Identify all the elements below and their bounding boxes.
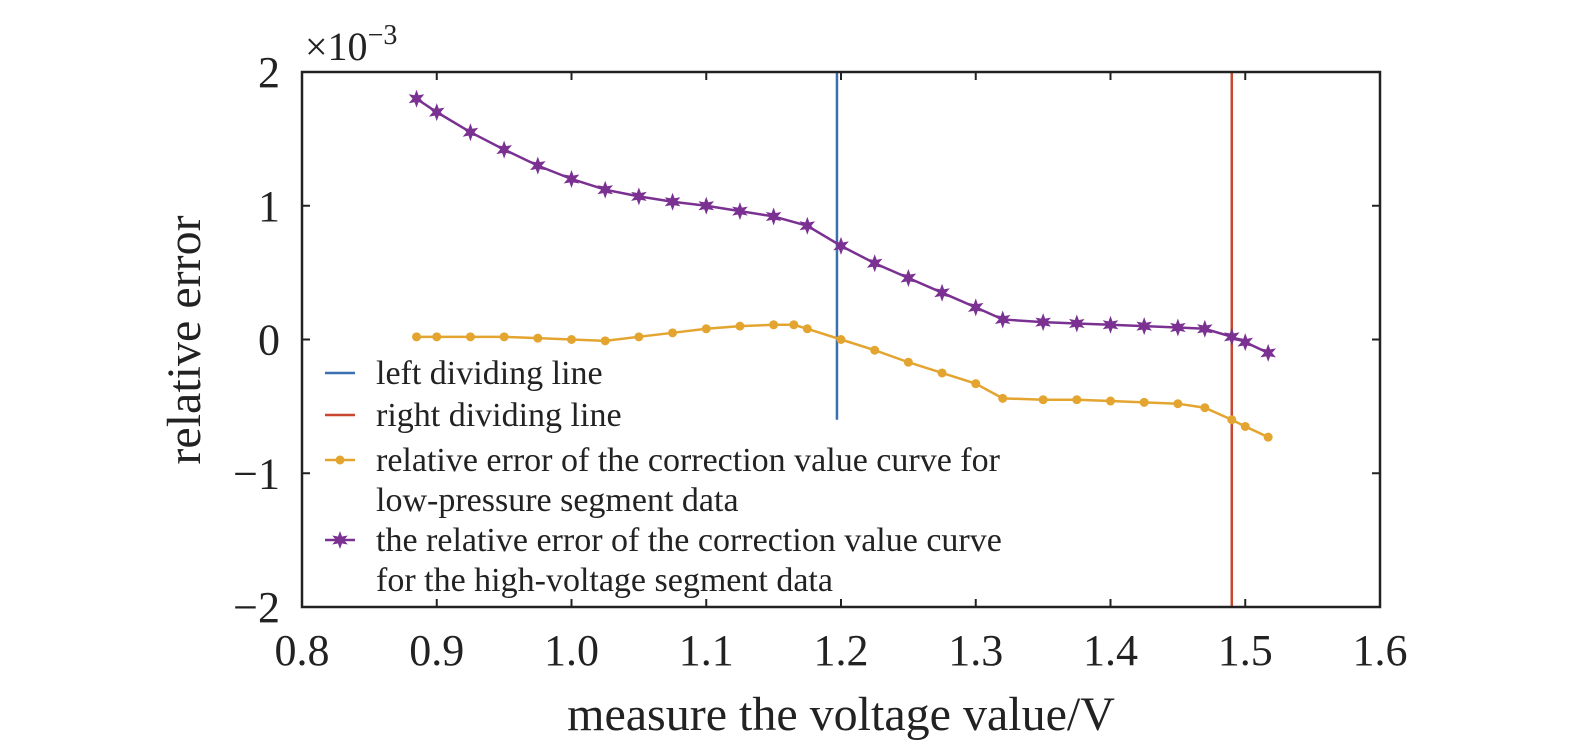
- data-point-high-voltage: [664, 192, 681, 211]
- x-tick-label: 0.8: [275, 626, 330, 675]
- data-point-low-pressure: [1106, 396, 1115, 406]
- legend-label: the relative error of the correction val…: [376, 522, 1002, 559]
- data-point-low-pressure: [937, 368, 947, 378]
- x-axis-title: measure the voltage value/V: [567, 688, 1115, 741]
- data-point-low-pressure: [668, 328, 678, 338]
- x-tick-label: 1.4: [1083, 626, 1138, 675]
- series-line-high-voltage: [415, 97, 1269, 355]
- data-point-low-pressure: [802, 324, 812, 334]
- data-point-low-pressure: [465, 332, 475, 342]
- data-point-high-voltage: [408, 89, 425, 108]
- data-point-low-pressure: [1173, 399, 1183, 409]
- data-point-high-voltage: [799, 216, 816, 235]
- data-point-low-pressure: [432, 332, 442, 342]
- data-point-high-voltage: [994, 310, 1011, 329]
- data-point-high-voltage: [1069, 314, 1085, 333]
- data-point-low-pressure: [789, 320, 799, 330]
- x-tick-label: 1.5: [1218, 626, 1273, 675]
- data-point-low-pressure: [998, 393, 1008, 403]
- data-point-high-voltage: [967, 298, 984, 317]
- data-point-low-pressure: [735, 321, 745, 331]
- data-point-high-voltage: [563, 170, 580, 188]
- data-point-low-pressure: [971, 379, 981, 389]
- y-tick-label: 0: [258, 316, 280, 365]
- data-point-high-voltage: [1197, 319, 1213, 338]
- data-point-low-pressure: [769, 320, 779, 330]
- data-point-high-voltage: [934, 283, 950, 302]
- data-point-high-voltage: [462, 123, 479, 142]
- data-point-low-pressure: [1139, 397, 1149, 407]
- data-point-high-voltage: [765, 207, 782, 226]
- x-tick-label: 1.1: [679, 626, 734, 675]
- data-point-low-pressure: [1240, 421, 1250, 431]
- legend-label: for the high-voltage segment data: [376, 562, 833, 599]
- data-point-high-voltage: [631, 187, 647, 206]
- x-tick-label: 0.9: [409, 626, 464, 675]
- legend-swatch-marker: [332, 531, 348, 549]
- data-point-high-voltage: [698, 196, 715, 215]
- data-point-low-pressure: [870, 345, 880, 355]
- y-multiplier-exponent: −3: [368, 20, 398, 51]
- data-point-high-voltage: [597, 180, 613, 199]
- legend-label: right dividing line: [376, 397, 622, 434]
- data-point-high-voltage: [1170, 318, 1186, 337]
- data-point-high-voltage: [496, 140, 512, 159]
- legend-swatch-marker: [335, 455, 345, 465]
- data-point-high-voltage: [1223, 327, 1240, 346]
- y-tick-label: 1: [258, 182, 280, 231]
- data-point-high-voltage: [1035, 313, 1051, 332]
- data-point-low-pressure: [533, 333, 543, 343]
- data-point-low-pressure: [701, 324, 711, 334]
- legend-item-low-pressure: relative error of the correction value c…: [325, 442, 1001, 519]
- y-axis-title: relative error: [158, 215, 211, 464]
- data-point-low-pressure: [836, 335, 846, 344]
- legend-label: left dividing line: [376, 355, 603, 392]
- x-tick-label: 1.2: [814, 626, 869, 675]
- data-point-low-pressure: [634, 332, 644, 342]
- y-multiplier: ×10−3: [305, 20, 397, 69]
- legend-item-left-dividing-line: left dividing line: [325, 355, 603, 392]
- data-point-high-voltage: [833, 236, 849, 255]
- legend-label: relative error of the correction value c…: [376, 442, 1001, 479]
- y-tick-label: 2: [258, 48, 280, 97]
- data-point-low-pressure: [903, 357, 913, 367]
- legend-item-high-voltage: the relative error of the correction val…: [325, 522, 1002, 599]
- data-point-high-voltage: [1136, 317, 1152, 336]
- legend-label: low-pressure segment data: [376, 482, 739, 519]
- data-point-low-pressure: [412, 332, 422, 342]
- data-point-high-voltage: [428, 103, 445, 122]
- x-tick-label: 1.0: [544, 626, 599, 675]
- legend-item-right-dividing-line: right dividing line: [325, 397, 622, 434]
- legend: left dividing line right dividing line rel…: [325, 355, 1002, 599]
- axis-ticks: 0.8 0.9 1.0 1.1 1.2 1.3 1.4 1.5 1.6 −2 −1 0 1 2: [233, 48, 1407, 675]
- data-point-high-voltage: [866, 254, 883, 273]
- data-point-low-pressure: [1227, 415, 1237, 425]
- y-tick-label: −1: [233, 449, 280, 498]
- data-point-low-pressure: [600, 336, 610, 346]
- x-tick-label: 1.6: [1353, 626, 1408, 675]
- y-tick-label: −2: [233, 583, 280, 632]
- data-point-high-voltage: [732, 202, 748, 221]
- plot-area: [408, 72, 1276, 607]
- data-point-high-voltage: [900, 268, 917, 287]
- data-point-high-voltage: [1260, 343, 1276, 362]
- data-point-low-pressure: [1200, 403, 1210, 413]
- data-point-high-voltage: [1237, 333, 1254, 352]
- data-point-high-voltage: [1102, 315, 1119, 334]
- data-point-low-pressure: [499, 332, 509, 342]
- data-point-low-pressure: [1072, 395, 1082, 405]
- data-point-low-pressure: [567, 335, 576, 344]
- data-point-high-voltage: [530, 156, 546, 175]
- data-point-low-pressure: [1038, 395, 1048, 405]
- data-point-low-pressure: [1263, 432, 1273, 442]
- x-tick-label: 1.3: [948, 626, 1003, 675]
